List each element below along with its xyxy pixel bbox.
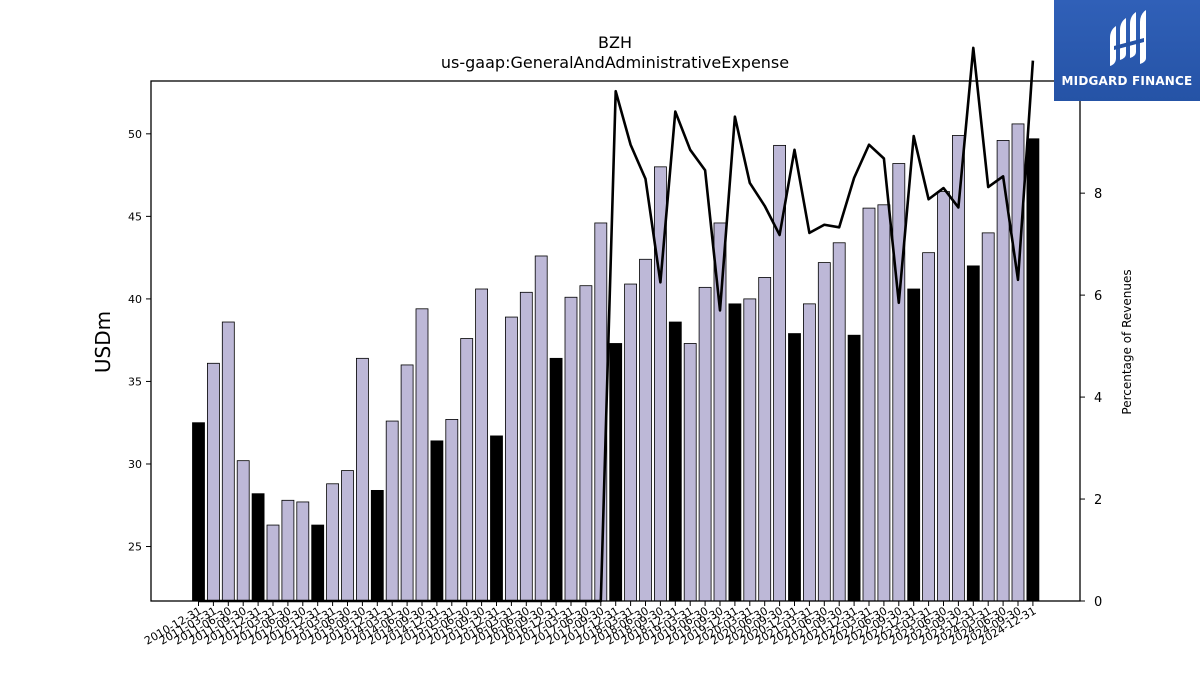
bar [430,440,444,602]
bar [460,338,474,602]
midgard-logo-icon [1110,10,1146,66]
bar [594,222,608,602]
bar [251,493,265,602]
bar [832,242,846,602]
y2-axis-label: Percentage of Revenues [1120,269,1134,414]
bar [937,191,950,602]
brand-name: MIDGARD FINANCE [1061,74,1193,88]
y2-tick-label: 2 [1094,493,1102,508]
bar [743,298,757,602]
bar [296,501,310,602]
bar [206,362,220,602]
bar [326,483,340,602]
bar [683,343,697,602]
bar [847,334,861,602]
bar [758,277,772,602]
bar [400,364,414,602]
bar [1026,138,1040,602]
bar [668,321,682,602]
y2-tick-label: 4 [1094,391,1102,406]
bar [817,262,831,602]
bar [549,357,563,602]
bar [266,524,280,602]
bar [877,204,891,602]
y-tick-label: 30 [128,458,142,471]
bar [579,285,593,602]
bar [355,357,369,602]
y-tick-label: 25 [128,541,142,554]
y-axis-label: USDm [91,311,115,373]
bar [639,258,652,602]
bar [281,499,295,602]
bar [341,470,354,602]
bar [728,303,742,602]
bar [966,265,980,602]
y2-tick-label: 6 [1094,289,1102,304]
bar [519,291,533,602]
bar [564,296,578,602]
bar [1011,123,1025,602]
bar [490,435,503,602]
chart-title: BZH [598,33,632,52]
y-tick-label: 50 [128,128,142,141]
bar [907,288,921,602]
bar [192,422,205,602]
plot-area: 25303540455002468102010-12-312011-03-312… [128,46,1111,648]
bar [534,255,548,602]
y2-tick-label: 8 [1094,187,1102,202]
bar [698,286,712,602]
bar [445,419,459,602]
brand-logo-panel: MIDGARD FINANCE [1054,0,1200,101]
bar [385,420,399,602]
bar [475,288,489,602]
y-tick-label: 40 [128,293,142,306]
bar [862,207,876,602]
bar [370,489,384,602]
bar [415,308,429,602]
bar [624,283,637,602]
chart-subtitle: us-gaap:GeneralAndAdministrativeExpense [441,53,789,72]
y-tick-label: 45 [128,210,142,223]
bar [892,163,906,602]
bar [221,321,235,602]
bar [609,343,623,602]
bar [311,524,325,602]
y2-tick-label: 0 [1094,595,1102,610]
bar [504,316,518,602]
y-tick-label: 35 [128,375,142,388]
bar [236,460,250,602]
bar [922,252,935,602]
bar [788,333,801,602]
bar [803,303,816,602]
bar [981,232,995,602]
